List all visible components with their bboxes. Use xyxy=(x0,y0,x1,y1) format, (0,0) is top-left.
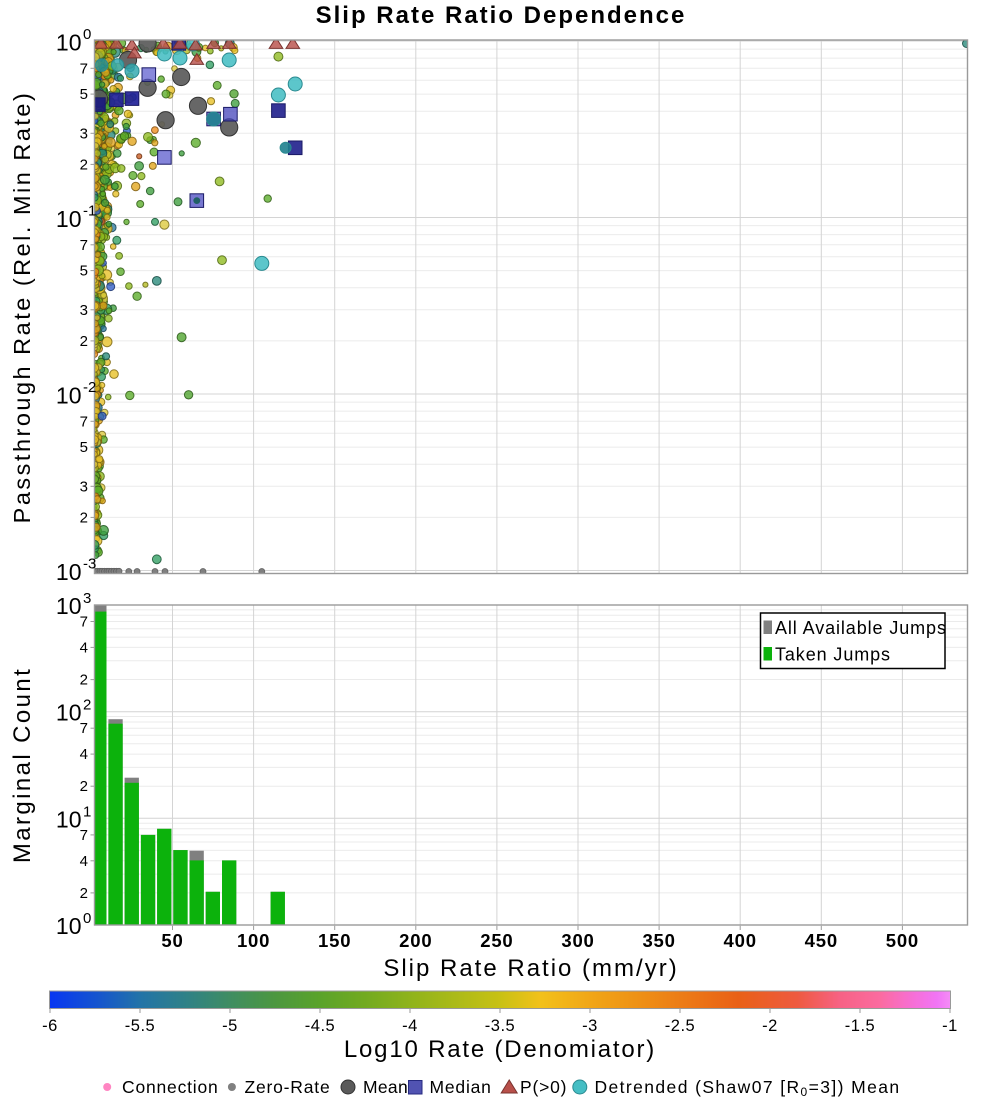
svg-text:-5: -5 xyxy=(222,1017,238,1035)
svg-text:-5.5: -5.5 xyxy=(125,1017,155,1035)
svg-text:-4: -4 xyxy=(402,1017,418,1035)
svg-text:7: 7 xyxy=(80,60,88,77)
svg-text:5: 5 xyxy=(80,263,88,280)
svg-text:Connection: Connection xyxy=(122,1077,219,1097)
svg-text:7: 7 xyxy=(80,614,88,631)
svg-text:0: 0 xyxy=(83,910,91,927)
svg-text:50: 50 xyxy=(161,930,183,951)
svg-text:10: 10 xyxy=(56,559,82,585)
svg-text:100: 100 xyxy=(237,930,270,951)
svg-text:2: 2 xyxy=(80,885,88,902)
svg-text:Slip Rate Ratio Dependence: Slip Rate Ratio Dependence xyxy=(316,2,687,29)
svg-text:300: 300 xyxy=(561,930,594,951)
svg-text:0: 0 xyxy=(83,26,91,43)
svg-text:-2.5: -2.5 xyxy=(665,1017,695,1035)
svg-text:10: 10 xyxy=(56,206,82,232)
svg-text:3: 3 xyxy=(80,478,88,495)
svg-text:-2: -2 xyxy=(83,379,96,396)
svg-text:7: 7 xyxy=(80,237,88,254)
svg-text:450: 450 xyxy=(805,930,838,951)
svg-text:-6: -6 xyxy=(42,1017,58,1035)
svg-text:Detrended (Shaw07 [R0=3]) Mean: Detrended (Shaw07 [R0=3]) Mean xyxy=(595,1077,901,1099)
svg-text:-1.5: -1.5 xyxy=(845,1017,875,1035)
svg-text:Median: Median xyxy=(430,1077,492,1097)
svg-text:10: 10 xyxy=(56,593,82,619)
svg-text:-4.5: -4.5 xyxy=(305,1017,335,1035)
svg-text:10: 10 xyxy=(56,30,82,56)
svg-text:All Available Jumps: All Available Jumps xyxy=(775,618,947,638)
svg-text:10: 10 xyxy=(56,700,82,726)
svg-text:4: 4 xyxy=(80,639,88,656)
svg-text:2: 2 xyxy=(80,672,88,689)
svg-text:5: 5 xyxy=(80,439,88,456)
svg-text:-1: -1 xyxy=(942,1017,958,1035)
svg-text:3: 3 xyxy=(80,302,88,319)
svg-text:5: 5 xyxy=(80,86,88,103)
svg-text:350: 350 xyxy=(642,930,675,951)
svg-text:Log10 Rate (Denomiator): Log10 Rate (Denomiator) xyxy=(344,1036,656,1063)
svg-text:3: 3 xyxy=(80,125,88,142)
svg-text:-3: -3 xyxy=(83,556,96,573)
svg-text:500: 500 xyxy=(886,930,919,951)
svg-text:10: 10 xyxy=(56,383,82,409)
svg-text:7: 7 xyxy=(80,413,88,430)
svg-text:2: 2 xyxy=(80,509,88,526)
svg-text:-1: -1 xyxy=(83,203,96,220)
svg-text:3: 3 xyxy=(83,590,91,607)
svg-text:P(>0): P(>0) xyxy=(520,1077,567,1097)
svg-text:2: 2 xyxy=(80,333,88,350)
svg-text:Marginal Count: Marginal Count xyxy=(9,667,36,863)
svg-text:4: 4 xyxy=(80,746,88,763)
svg-text:Mean: Mean xyxy=(363,1077,408,1097)
svg-text:7: 7 xyxy=(80,827,88,844)
svg-text:Passthrough Rate (Rel. Min Rat: Passthrough Rate (Rel. Min Rate) xyxy=(9,91,35,524)
svg-text:Taken Jumps: Taken Jumps xyxy=(775,645,891,665)
svg-text:7: 7 xyxy=(80,720,88,737)
svg-text:200: 200 xyxy=(399,930,432,951)
svg-text:250: 250 xyxy=(480,930,513,951)
svg-text:-2: -2 xyxy=(762,1017,778,1035)
svg-text:4: 4 xyxy=(80,853,88,870)
svg-text:Zero-Rate: Zero-Rate xyxy=(245,1077,331,1097)
svg-text:10: 10 xyxy=(56,806,82,832)
svg-text:-3: -3 xyxy=(582,1017,598,1035)
svg-text:2: 2 xyxy=(80,778,88,795)
svg-text:2: 2 xyxy=(80,156,88,173)
svg-text:Slip Rate Ratio (mm/yr): Slip Rate Ratio (mm/yr) xyxy=(383,955,678,982)
svg-text:2: 2 xyxy=(83,697,91,714)
svg-text:1: 1 xyxy=(83,803,91,820)
svg-text:150: 150 xyxy=(318,930,351,951)
svg-text:10: 10 xyxy=(56,913,82,939)
svg-text:-3.5: -3.5 xyxy=(485,1017,515,1035)
svg-text:400: 400 xyxy=(724,930,757,951)
